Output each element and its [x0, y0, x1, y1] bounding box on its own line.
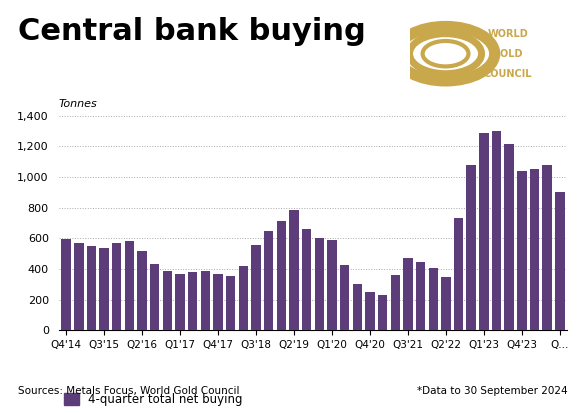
Bar: [479, 133, 488, 330]
Bar: [441, 277, 450, 330]
Bar: [251, 245, 261, 330]
Bar: [302, 229, 311, 330]
Bar: [277, 221, 286, 330]
Bar: [201, 271, 210, 330]
Bar: [315, 238, 324, 330]
Bar: [378, 295, 387, 330]
Text: GOLD: GOLD: [493, 49, 523, 59]
Text: WORLD: WORLD: [487, 28, 528, 39]
Bar: [428, 268, 438, 330]
Bar: [163, 271, 172, 330]
Bar: [61, 239, 71, 330]
Text: COUNCIL: COUNCIL: [484, 69, 532, 79]
Bar: [542, 166, 552, 330]
Text: Tonnes: Tonnes: [58, 100, 97, 109]
Text: Central bank buying: Central bank buying: [18, 17, 365, 45]
Text: *Data to 30 September 2024: *Data to 30 September 2024: [417, 387, 567, 396]
Bar: [353, 285, 362, 330]
Bar: [504, 144, 514, 330]
Bar: [530, 169, 539, 330]
Bar: [340, 265, 349, 330]
Bar: [403, 258, 412, 330]
Bar: [137, 252, 147, 330]
Legend: 4-quarter total net buying: 4-quarter total net buying: [64, 393, 243, 406]
Bar: [99, 247, 109, 330]
Bar: [188, 273, 198, 330]
Bar: [226, 276, 235, 330]
Bar: [150, 263, 160, 330]
Bar: [365, 292, 375, 330]
Bar: [87, 246, 96, 330]
Bar: [239, 266, 248, 330]
Bar: [214, 274, 223, 330]
Text: Sources: Metals Focus, World Gold Council: Sources: Metals Focus, World Gold Counci…: [18, 387, 239, 396]
Bar: [517, 171, 526, 330]
Bar: [555, 192, 565, 330]
Bar: [264, 231, 273, 330]
Bar: [416, 262, 425, 330]
Bar: [466, 166, 476, 330]
Bar: [289, 210, 299, 330]
Bar: [454, 218, 463, 330]
Bar: [125, 241, 134, 330]
Bar: [327, 240, 337, 330]
Bar: [112, 243, 122, 330]
Bar: [492, 131, 501, 330]
Bar: [176, 274, 185, 330]
Bar: [391, 275, 400, 330]
Bar: [74, 243, 84, 330]
